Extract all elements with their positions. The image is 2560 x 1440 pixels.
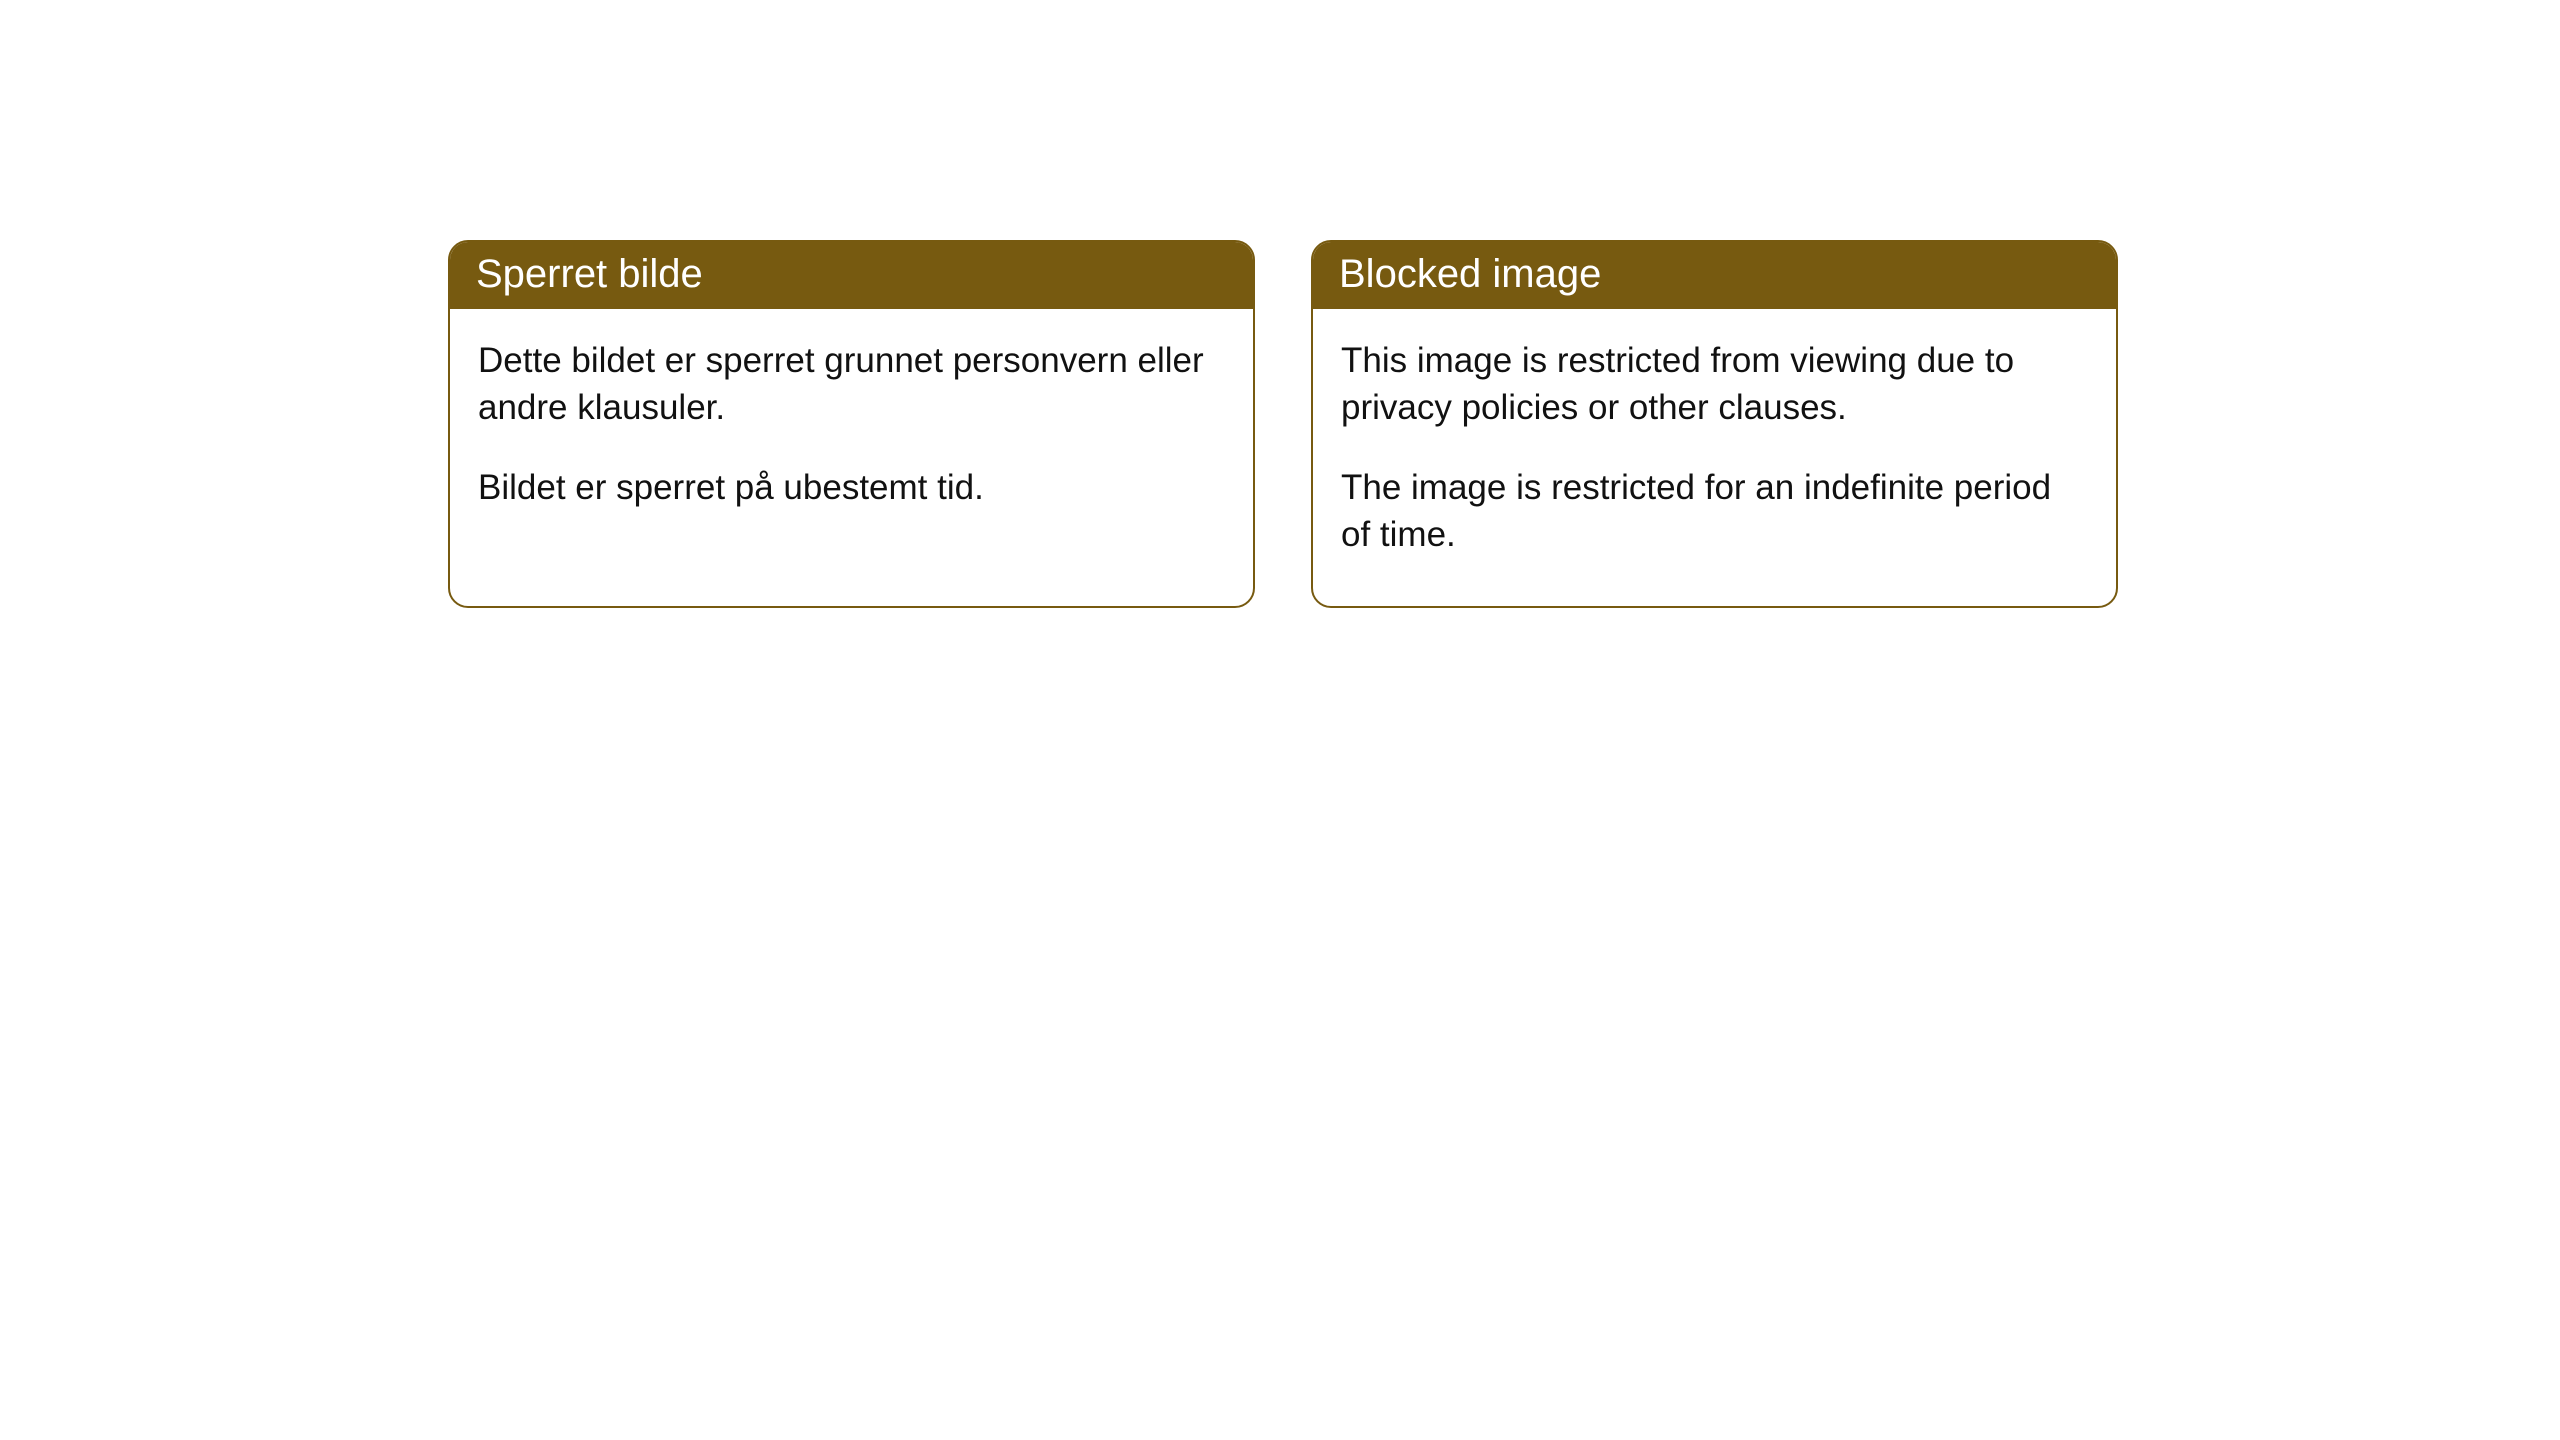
card-body-norwegian: Dette bildet er sperret grunnet personve… <box>450 309 1253 559</box>
notice-card-english: Blocked image This image is restricted f… <box>1311 240 2118 608</box>
paragraph-1: This image is restricted from viewing du… <box>1341 337 2088 432</box>
card-header-norwegian: Sperret bilde <box>450 242 1253 309</box>
paragraph-2: The image is restricted for an indefinit… <box>1341 464 2088 559</box>
card-header-english: Blocked image <box>1313 242 2116 309</box>
card-body-english: This image is restricted from viewing du… <box>1313 309 2116 606</box>
paragraph-1: Dette bildet er sperret grunnet personve… <box>478 337 1225 432</box>
notice-card-norwegian: Sperret bilde Dette bildet er sperret gr… <box>448 240 1255 608</box>
paragraph-2: Bildet er sperret på ubestemt tid. <box>478 464 1225 511</box>
notice-cards-container: Sperret bilde Dette bildet er sperret gr… <box>0 0 2560 608</box>
